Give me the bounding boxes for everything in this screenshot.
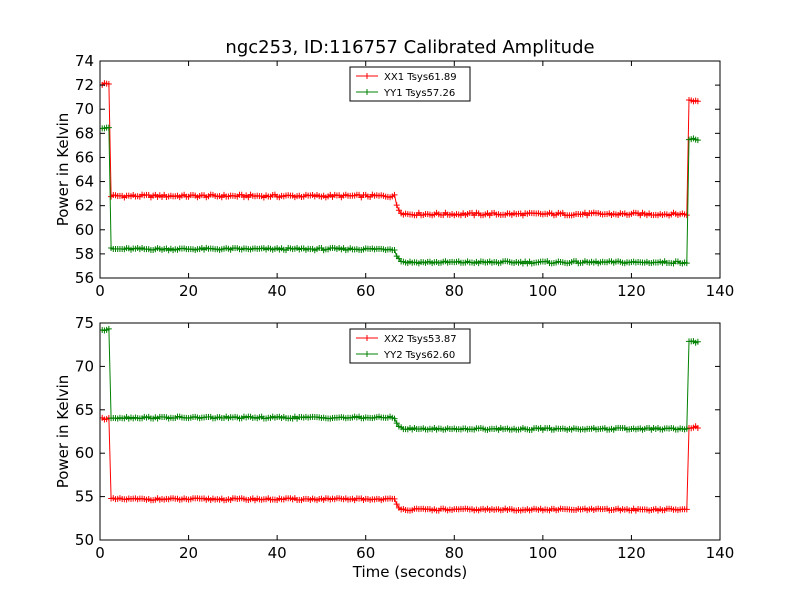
legend-marker bbox=[364, 89, 370, 95]
series-markers bbox=[100, 124, 701, 267]
y-tick-label: 65 bbox=[75, 401, 94, 419]
x-tick-label: 80 bbox=[445, 282, 464, 300]
data-point bbox=[683, 425, 690, 432]
legend-box bbox=[349, 328, 471, 364]
x-tick-label: 20 bbox=[179, 282, 198, 300]
legend-marker bbox=[364, 351, 370, 357]
y-axis-label: Power in Kelvin bbox=[54, 375, 72, 489]
axes-frame bbox=[99, 322, 721, 541]
x-tick-label: 60 bbox=[356, 544, 375, 562]
series-markers bbox=[100, 414, 701, 514]
y-tick-label: 60 bbox=[75, 444, 94, 462]
x-tick-label: 80 bbox=[445, 544, 464, 562]
data-point bbox=[694, 338, 701, 345]
series-markers bbox=[100, 80, 701, 219]
x-tick-label: 140 bbox=[706, 544, 735, 562]
y-tick-label: 75 bbox=[75, 314, 94, 332]
y-tick-label: 55 bbox=[75, 488, 94, 506]
data-point bbox=[391, 495, 398, 502]
y-axis-label: Power in Kelvin bbox=[54, 113, 72, 227]
y-tick-label: 72 bbox=[75, 76, 94, 94]
data-point bbox=[395, 207, 402, 214]
data-point bbox=[683, 260, 690, 267]
x-tick-label: 60 bbox=[356, 282, 375, 300]
x-tick-label: 100 bbox=[529, 282, 558, 300]
top-chart-panel: 0 20 40 60 80 100 120 140 56 58 60 62 64 66 68 70 72 74 Po… bbox=[54, 52, 734, 300]
plot-area bbox=[100, 325, 701, 514]
data-point bbox=[105, 124, 112, 131]
legend-marker bbox=[364, 73, 370, 79]
series-markers bbox=[100, 325, 701, 433]
legend-entry: YY1 Tsys57.26 bbox=[383, 88, 455, 99]
data-point bbox=[694, 137, 701, 144]
y-tick-label: 62 bbox=[75, 197, 94, 215]
x-tick-label: 40 bbox=[268, 282, 287, 300]
y-tick-label: 50 bbox=[75, 531, 94, 549]
y-tick-label: 68 bbox=[75, 124, 94, 142]
data-point bbox=[391, 191, 398, 198]
y-tick-label: 58 bbox=[75, 245, 94, 263]
legend-entry: XX2 Tsys53.87 bbox=[384, 334, 457, 345]
data-point bbox=[683, 212, 690, 219]
legend: XX2 Tsys53.87 YY2 Tsys62.60 bbox=[349, 328, 471, 364]
x-tick-label: 0 bbox=[95, 544, 105, 562]
data-point bbox=[694, 424, 701, 431]
bottom-chart-panel: 0 20 40 60 80 100 120 140 50 55 60 65 70 75 Power in K… bbox=[54, 314, 734, 562]
x-tick-label: 120 bbox=[617, 544, 646, 562]
legend-box bbox=[349, 66, 471, 102]
y-tick-label: 70 bbox=[75, 100, 94, 118]
y-tick-label: 64 bbox=[75, 173, 94, 191]
figure-title: ngc253, ID:116757 Calibrated Amplitude bbox=[225, 37, 594, 58]
x-tick-label: 100 bbox=[529, 544, 558, 562]
data-point bbox=[393, 501, 400, 508]
plot-area bbox=[100, 80, 701, 267]
data-point bbox=[105, 81, 112, 88]
data-point bbox=[393, 202, 400, 209]
data-point bbox=[694, 98, 701, 105]
y-tick-label: 70 bbox=[75, 357, 94, 375]
data-point bbox=[683, 506, 690, 513]
data-point bbox=[393, 420, 400, 427]
x-tick-label: 120 bbox=[617, 282, 646, 300]
y-tick-label: 60 bbox=[75, 221, 94, 239]
x-tick-label: 0 bbox=[95, 282, 105, 300]
y-tick-label: 66 bbox=[75, 148, 94, 166]
y-tick-label: 74 bbox=[75, 52, 94, 70]
x-tick-label: 20 bbox=[179, 544, 198, 562]
axes-frame bbox=[99, 60, 721, 279]
data-point bbox=[391, 415, 398, 422]
legend-entry: YY2 Tsys62.60 bbox=[383, 350, 455, 361]
x-tick-label: 40 bbox=[268, 544, 287, 562]
legend-marker bbox=[364, 335, 370, 341]
data-point bbox=[391, 247, 398, 254]
x-axis-label: Time (seconds) bbox=[352, 563, 468, 581]
data-point bbox=[105, 325, 112, 332]
y-tick-label: 56 bbox=[75, 269, 94, 287]
legend: XX1 Tsys61.89 YY1 Tsys57.26 bbox=[349, 66, 471, 102]
legend-entry: XX1 Tsys61.89 bbox=[384, 72, 457, 83]
x-tick-label: 140 bbox=[706, 282, 735, 300]
